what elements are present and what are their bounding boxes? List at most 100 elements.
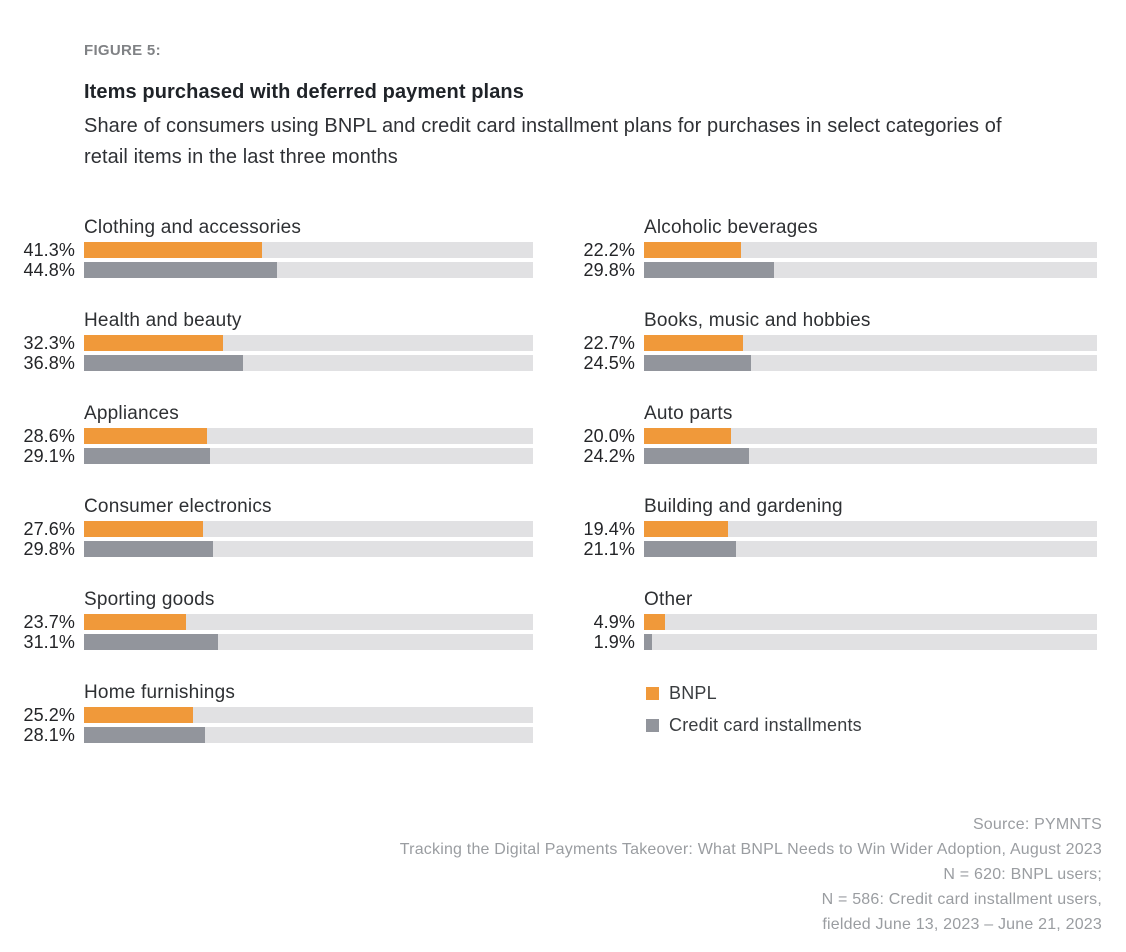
bar-track	[84, 448, 533, 464]
bar-track	[644, 541, 1097, 557]
credit-bar	[84, 541, 213, 557]
bnpl-bar	[84, 707, 193, 723]
bar-track	[84, 355, 533, 371]
figure-header: FIGURE 5: Items purchased with deferred …	[84, 43, 1064, 173]
bnpl-bar-row: 41.3%	[0, 240, 533, 260]
bnpl-bar	[644, 521, 729, 537]
category-label: Alcoholic beverages	[644, 217, 818, 238]
bar-track	[84, 428, 533, 444]
category-label: Appliances	[84, 403, 179, 424]
source-attribution: Source: PYMNTS Tracking the Digital Paym…	[202, 812, 1102, 937]
bnpl-value-label: 22.2%	[583, 240, 635, 260]
credit-bar	[644, 355, 751, 371]
category-group: Sporting goods 23.7% 31.1%	[0, 588, 533, 651]
bar-track	[84, 242, 533, 258]
bar-track	[644, 355, 1097, 371]
bnpl-value-label: 19.4%	[583, 519, 635, 539]
category-group: Health and beauty 32.3% 36.8%	[0, 309, 533, 373]
credit-value-label: 1.9%	[593, 632, 635, 652]
figure-number-label: FIGURE 5:	[84, 42, 161, 59]
bnpl-value-label: 22.7%	[583, 333, 635, 353]
category-group: Building and gardening 19.4% 21.1%	[560, 495, 1097, 559]
bnpl-bar	[84, 614, 187, 630]
bnpl-bar	[644, 242, 741, 258]
credit-bar-row: 21.1%	[560, 539, 1097, 559]
chart-legend: BNPL Credit card installments	[646, 683, 862, 747]
credit-bar-row: 36.8%	[0, 353, 533, 373]
source-line: fielded June 13, 2023 – June 21, 2023	[822, 916, 1102, 933]
bar-track	[644, 335, 1097, 351]
bnpl-bar	[644, 614, 666, 630]
credit-bar-row: 31.1%	[0, 633, 533, 651]
bnpl-bar	[644, 335, 743, 351]
credit-bar-row: 24.2%	[560, 446, 1097, 466]
credit-bar-row: 29.8%	[560, 260, 1097, 280]
bnpl-bar-row: 27.6%	[0, 519, 533, 539]
bnpl-bar-row: 32.3%	[0, 333, 533, 353]
category-label: Books, music and hobbies	[644, 310, 871, 331]
bar-track	[84, 262, 533, 278]
bnpl-bar-row: 19.4%	[560, 519, 1097, 539]
bnpl-value-label: 41.3%	[23, 240, 75, 260]
credit-bar	[644, 448, 750, 464]
bnpl-bar	[84, 242, 263, 258]
bnpl-value-label: 25.2%	[23, 705, 75, 725]
credit-bar	[84, 727, 206, 743]
bnpl-bar	[84, 428, 208, 444]
category-group: Other 4.9% 1.9%	[560, 588, 1097, 652]
bar-track	[644, 521, 1097, 537]
bar-track	[84, 335, 533, 351]
bnpl-value-label: 27.6%	[23, 519, 75, 539]
credit-bar	[644, 634, 653, 650]
chart-title: Items purchased with deferred payment pl…	[84, 81, 524, 103]
bnpl-bar-row: 20.0%	[560, 427, 1097, 445]
credit-bar	[84, 262, 278, 278]
category-label: Clothing and accessories	[84, 217, 302, 238]
bar-track	[644, 262, 1097, 278]
bar-track	[644, 634, 1097, 650]
bnpl-bar-row: 25.2%	[0, 705, 533, 725]
category-group: Auto parts 20.0% 24.2%	[560, 402, 1097, 466]
bar-track	[644, 242, 1097, 258]
bnpl-value-label: 32.3%	[23, 333, 75, 353]
category-label: Auto parts	[644, 403, 733, 424]
credit-bar-row: 29.1%	[0, 447, 533, 465]
bar-track	[84, 614, 533, 630]
credit-value-label: 36.8%	[23, 353, 75, 373]
credit-bar	[84, 448, 210, 464]
credit-value-label: 21.1%	[583, 539, 635, 559]
bnpl-bar-row: 22.7%	[560, 333, 1097, 353]
source-line: N = 620: BNPL users;	[943, 866, 1102, 883]
bnpl-bar	[84, 335, 224, 351]
bnpl-swatch-icon	[646, 686, 659, 700]
bnpl-bar	[84, 521, 204, 537]
credit-bar-row: 1.9%	[560, 632, 1097, 652]
bnpl-bar	[644, 428, 732, 444]
credit-value-label: 24.2%	[583, 446, 635, 466]
bnpl-value-label: 23.7%	[23, 612, 75, 632]
category-group: Home furnishings 25.2% 28.1%	[0, 681, 533, 744]
chart-column-right: Alcoholic beverages 22.2% 29.8% Books, musi…	[560, 216, 1097, 681]
bnpl-bar-row: 22.2%	[560, 240, 1097, 260]
bar-track	[644, 614, 1097, 630]
source-line: Tracking the Digital Payments Takeover: …	[399, 841, 1102, 858]
bnpl-bar-row: 4.9%	[560, 613, 1097, 631]
category-group: Consumer electronics 27.6% 29.8%	[0, 495, 533, 558]
legend-label-bnpl: BNPL	[669, 683, 717, 703]
credit-bar	[84, 634, 219, 650]
source-line: Source: PYMNTS	[972, 816, 1102, 833]
credit-bar-row: 24.5%	[560, 353, 1097, 373]
credit-value-label: 44.8%	[23, 260, 75, 280]
bar-track	[84, 707, 533, 723]
bnpl-bar-row: 28.6%	[0, 427, 533, 445]
bar-track	[84, 634, 533, 650]
legend-item-bnpl: BNPL	[646, 683, 862, 703]
category-label: Sporting goods	[84, 589, 215, 610]
credit-value-label: 24.5%	[583, 353, 635, 373]
category-group: Clothing and accessories 41.3% 44.8%	[0, 216, 533, 280]
legend-label-credit: Credit card installments	[669, 715, 862, 735]
category-group: Books, music and hobbies 22.7% 24.5%	[560, 309, 1097, 373]
chart-column-left: Clothing and accessories 41.3% 44.8% Health…	[0, 216, 533, 774]
credit-value-label: 29.8%	[583, 260, 635, 280]
